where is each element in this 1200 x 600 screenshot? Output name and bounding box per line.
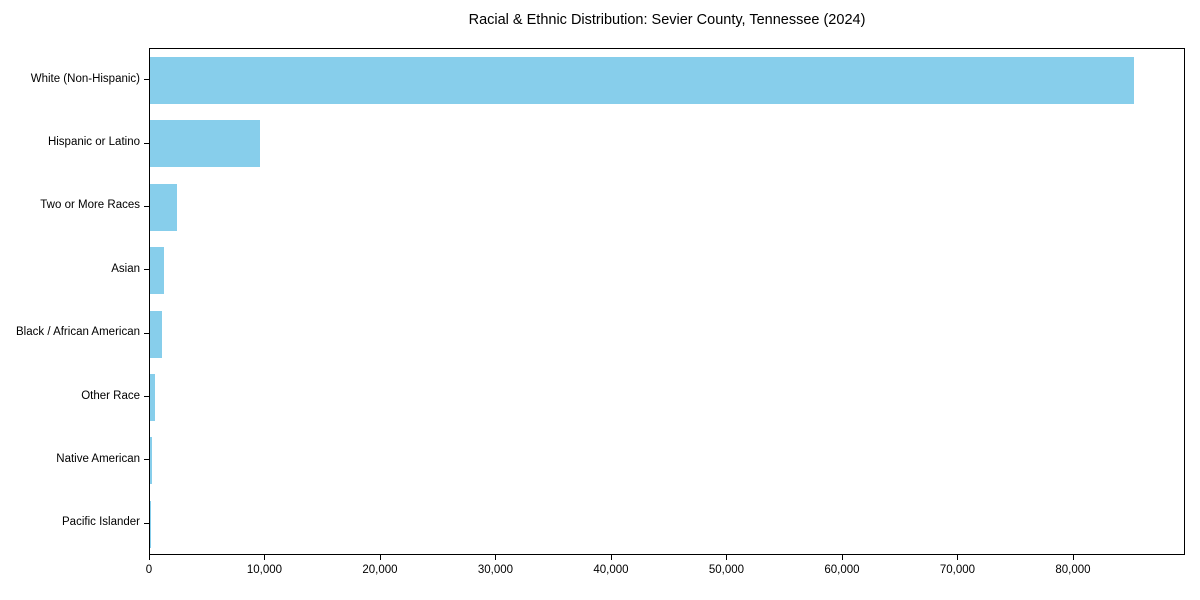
x-tick-label: 30,000 — [477, 564, 514, 576]
x-tick — [1072, 555, 1074, 560]
y-axis-label: Asian — [111, 262, 140, 275]
bar-asian — [150, 247, 164, 295]
y-tick — [144, 79, 149, 81]
x-tick-label: 60,000 — [824, 564, 860, 576]
y-axis-label: Pacific Islander — [62, 516, 140, 529]
bar-row — [150, 429, 1184, 492]
y-axis-label: Native American — [56, 452, 140, 465]
x-tick — [726, 555, 728, 560]
bar-row — [150, 49, 1184, 112]
x-tick-label: 10,000 — [246, 564, 283, 576]
y-axis-label: Hispanic or Latino — [47, 136, 140, 149]
bar-row — [150, 239, 1184, 302]
x-tick-label: 70,000 — [939, 564, 976, 576]
y-axis-label: Black / African American — [16, 326, 140, 339]
x-tick-label: 80,000 — [1055, 564, 1091, 576]
bar-row — [150, 112, 1184, 175]
bar-row — [150, 176, 1184, 239]
x-tick — [610, 555, 612, 560]
bar-hispanic-or-latino — [150, 120, 261, 168]
bar-row — [150, 366, 1184, 429]
y-tick — [144, 205, 149, 207]
bar-native-american — [150, 437, 152, 485]
x-tick-label: 40,000 — [593, 564, 629, 576]
x-tick — [264, 555, 266, 560]
x-tick — [379, 555, 381, 560]
x-tick — [149, 555, 150, 560]
y-axis-label: Two or More Races — [40, 199, 140, 212]
x-tick-label: 50,000 — [708, 564, 745, 576]
x-tick — [841, 555, 843, 560]
bar-two-or-more-races — [150, 183, 177, 231]
y-tick — [144, 396, 149, 398]
bar-other-race — [150, 373, 155, 421]
y-tick — [144, 332, 149, 334]
y-tick — [144, 459, 149, 461]
y-tick — [144, 142, 149, 144]
x-tick — [957, 555, 959, 560]
y-tick — [144, 522, 149, 524]
plot-area — [149, 48, 1185, 555]
x-tick-label: 20,000 — [362, 564, 398, 576]
x-tick — [495, 555, 497, 560]
bar-row — [150, 303, 1184, 366]
y-tick — [144, 269, 149, 271]
bar-white-non-hispanic — [150, 57, 1135, 104]
bar-row — [150, 493, 1184, 556]
y-axis-label: Other Race — [81, 389, 140, 402]
bar-black-african-american — [150, 310, 162, 358]
y-axis-label: White (Non-Hispanic) — [30, 72, 140, 85]
x-tick-label: 0 — [145, 564, 153, 576]
chart-title: Racial & Ethnic Distribution: Sevier Cou… — [468, 12, 866, 28]
